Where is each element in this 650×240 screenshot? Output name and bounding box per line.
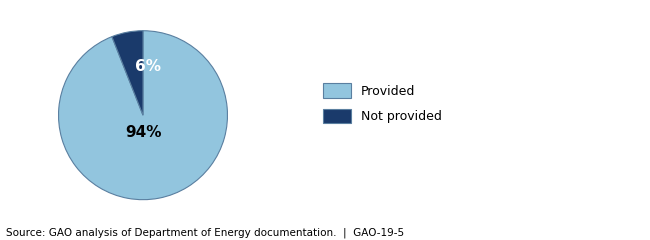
Text: 6%: 6% (135, 59, 161, 74)
Legend: Provided, Not provided: Provided, Not provided (318, 78, 447, 128)
Text: Source: GAO analysis of Department of Energy documentation.  |  GAO-19-5: Source: GAO analysis of Department of En… (6, 227, 404, 238)
Wedge shape (112, 31, 143, 115)
Text: 94%: 94% (125, 125, 161, 140)
Wedge shape (58, 31, 228, 200)
